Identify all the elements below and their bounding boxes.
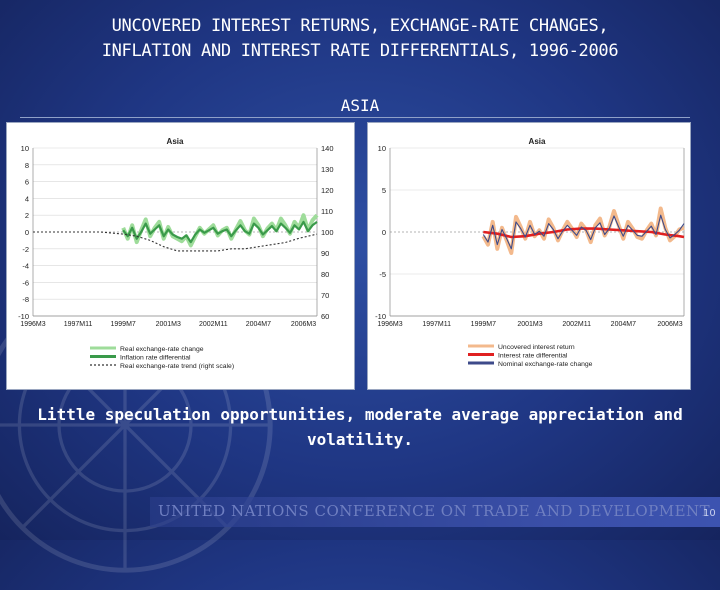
chart-left-series-line-2 [33, 231, 318, 252]
caption-line2: volatility. [307, 430, 413, 449]
chart-left-y2-tick-label: 90 [321, 249, 329, 258]
chart-left-svg: Asia -10 -8 -6 -4 -2 0 2 4 6 8 10 60 70 80 90 100 110 120 1… [18, 137, 334, 370]
slide-title-line2: INFLATION AND INTEREST RATE DIFFERENTIAL… [101, 41, 619, 61]
chart-left-x-tick-label: 2002M11 [199, 321, 228, 328]
chart-right-y-tick-label: -10 [375, 312, 386, 321]
chart-left-x-tick-label: 2004M7 [246, 321, 271, 328]
chart-panel-left: Asia -10 -8 -6 -4 -2 0 2 4 6 8 10 60 70 80 90 100 110 120 1… [6, 122, 355, 390]
chart-left-y-tick-label: -6 [22, 278, 29, 287]
chart-right-series-line-2 [482, 214, 685, 250]
chart-left-y-tick-label: 4 [25, 194, 29, 203]
footer-text: UNITED NATIONS CONFERENCE ON TRADE AND D… [158, 502, 711, 520]
slide-title: UNCOVERED INTEREST RETURNS, EXCHANGE-RAT… [0, 14, 720, 64]
slide-subtitle: ASIA [340, 96, 380, 115]
chart-left-y-tick-label: -4 [22, 262, 29, 271]
chart-right-title: Asia [529, 137, 546, 146]
chart-right-x-tick-label: 1996M3 [377, 321, 402, 328]
chart-left-y-tick-label: -8 [22, 295, 29, 304]
chart-left-legend-label: Real exchange-rate trend (right scale) [120, 363, 234, 370]
chart-right-x-tick-label: 2001M3 [517, 321, 542, 328]
chart-left-series-line-1 [122, 220, 318, 244]
chart-left-y2-tick-label: 60 [321, 312, 329, 321]
chart-left-y2-tick-label: 70 [321, 291, 329, 300]
chart-left-y-tick-label: 10 [21, 144, 29, 153]
chart-left-y-tick-label: 8 [25, 161, 29, 170]
chart-right-legend-label: Uncovered interest return [498, 344, 575, 351]
chart-right-series-line-1 [483, 227, 685, 239]
chart-right-y-tick-label: 5 [382, 186, 386, 195]
chart-right-x-tick-label: 1997M11 [422, 321, 451, 328]
chart-left-y-tick-label: 2 [25, 211, 29, 220]
caption-line1: Little speculation opportunities, modera… [37, 405, 683, 424]
slide-title-line1: UNCOVERED INTEREST RETURNS, EXCHANGE-RAT… [111, 16, 609, 36]
slide-caption: Little speculation opportunities, modera… [0, 402, 720, 452]
chart-left-y2-tick-label: 80 [321, 270, 329, 279]
chart-left-x-tick-label: 1999M7 [111, 321, 136, 328]
chart-left-legend-label: Inflation rate differential [120, 355, 191, 362]
chart-left-y2-tick-label: 140 [321, 144, 334, 153]
chart-left-y2-tick-label: 100 [321, 228, 334, 237]
chart-left-y-tick-label: -2 [22, 245, 29, 254]
chart-panel-right: Asia -10 -5 0 5 10 1996M3 1997M11 1999M7 2001M3 20… [367, 122, 691, 390]
chart-right-legend-label: Nominal exchange-rate change [498, 361, 593, 368]
chart-right-y-tick-label: 10 [378, 144, 386, 153]
chart-right-svg: Asia -10 -5 0 5 10 1996M3 1997M11 1999M7 2001M3 20… [375, 137, 685, 368]
page-number: 10 [703, 508, 716, 519]
chart-left-y-tick-label: 0 [25, 228, 29, 237]
chart-right-y-tick-label: 0 [382, 228, 386, 237]
chart-left-y2-tick-label: 130 [321, 165, 334, 174]
chart-left-legend-label: Real exchange-rate change [120, 346, 204, 353]
chart-right-x-tick-label: 1999M7 [471, 321, 496, 328]
chart-right-series-line-0 [481, 206, 685, 255]
title-divider [20, 117, 690, 118]
chart-left-y-tick-label: -10 [18, 312, 29, 321]
chart-right-x-tick-label: 2002M11 [562, 321, 591, 328]
chart-left-x-tick-label: 1996M3 [20, 321, 45, 328]
chart-left-y2-tick-label: 110 [321, 207, 333, 216]
chart-right-x-tick-label: 2004M7 [611, 321, 636, 328]
chart-left-y2-tick-label: 120 [321, 186, 334, 195]
chart-left-x-tick-label: 2006M3 [291, 321, 316, 328]
chart-left-title: Asia [167, 137, 184, 146]
chart-left-y-tick-label: 6 [25, 178, 29, 187]
chart-right-y-tick-label: -5 [379, 270, 386, 279]
footer-band [150, 497, 720, 527]
chart-left-x-tick-label: 1997M11 [64, 321, 93, 328]
chart-left-x-tick-label: 2001M3 [156, 321, 181, 328]
chart-right-legend-label: Interest rate differential [498, 353, 568, 360]
chart-right-x-tick-label: 2006M3 [657, 321, 682, 328]
